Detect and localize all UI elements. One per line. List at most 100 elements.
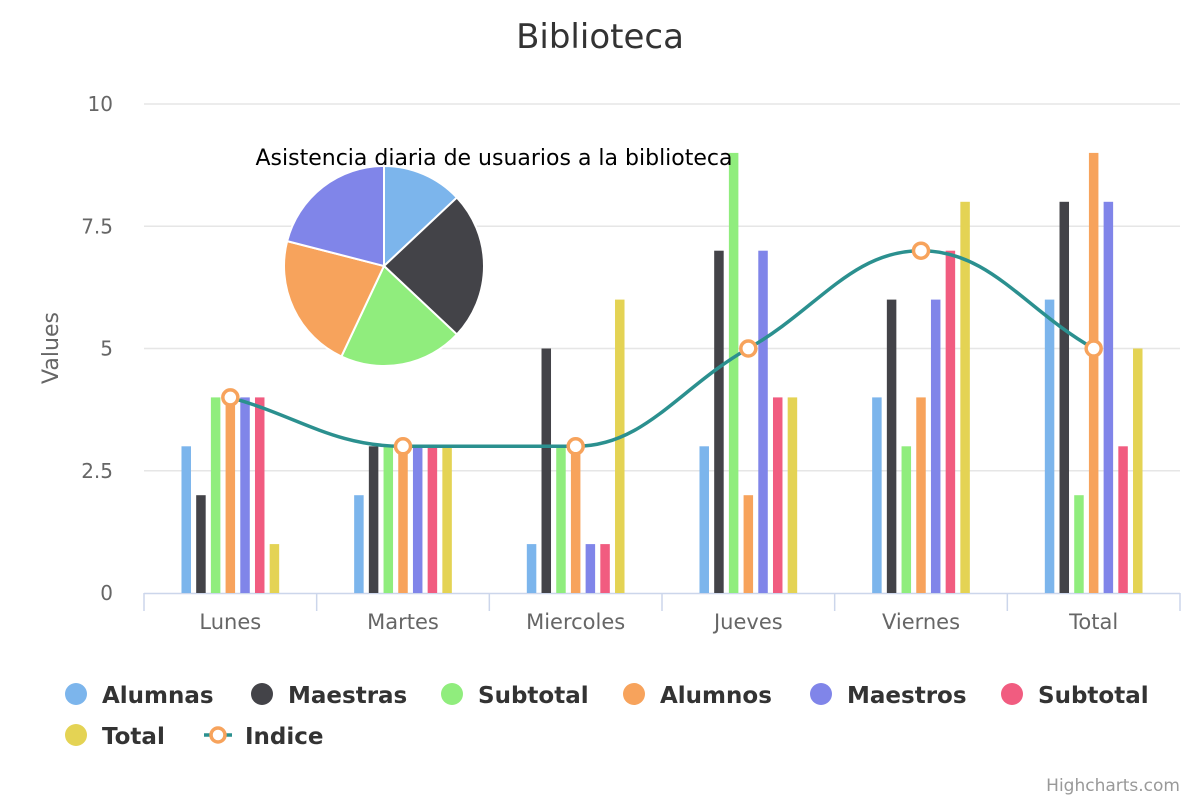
legend-label: Subtotal (478, 683, 589, 709)
x-tick-label: Lunes (199, 610, 261, 634)
bar (945, 250, 956, 593)
bar (743, 495, 754, 593)
y-tick-label: 2.5 (81, 459, 113, 483)
legend-symbol (810, 683, 832, 705)
bar (930, 299, 941, 593)
indice-point (1084, 339, 1103, 358)
bar (728, 152, 739, 593)
legend-label: Indice (245, 724, 324, 750)
x-tick-label: Jueves (712, 610, 783, 634)
bar (181, 446, 191, 593)
bar (269, 544, 280, 593)
y-tick-label: 5 (100, 337, 113, 361)
bar (600, 544, 610, 593)
legend-symbol (441, 683, 463, 705)
column-series (181, 152, 1143, 594)
pie-slice (383, 164, 459, 269)
bar (526, 544, 537, 593)
bar (585, 544, 596, 593)
legend-label: Maestros (847, 683, 967, 709)
legend-label: Alumnos (660, 683, 772, 709)
legend-symbol (65, 683, 87, 705)
legend-item[interactable]: Total (65, 724, 165, 750)
y-tick-label: 0 (100, 581, 113, 605)
legend-label: Maestras (288, 683, 407, 709)
pie-slice (382, 196, 485, 336)
bar (1088, 152, 1099, 593)
y-tick-label: 10 (88, 92, 113, 116)
bar (1059, 201, 1070, 594)
bar (210, 397, 221, 593)
pie-slice (283, 239, 386, 358)
bar (615, 299, 625, 593)
legend-label: Alumnas (102, 683, 214, 709)
bar (556, 446, 566, 593)
legend-symbol (623, 683, 645, 705)
indice-point (911, 241, 931, 260)
indice-point (566, 437, 585, 456)
legend-symbol (65, 724, 87, 746)
x-tick-label: Miercoles (526, 610, 625, 634)
pie-title: Asistencia diaria de usuarios a la bibli… (256, 146, 733, 171)
chart-title: Biblioteca (516, 17, 684, 57)
bar (787, 397, 798, 593)
pie-slice (285, 164, 385, 268)
bar (442, 446, 452, 593)
bar (240, 397, 250, 593)
legend-marker-symbol (209, 726, 227, 744)
bar (1133, 348, 1143, 593)
legend-item[interactable]: Maestros (810, 683, 967, 709)
indice-line-series (221, 241, 1103, 456)
legend-item[interactable]: Alumnos (623, 683, 772, 709)
bar (383, 446, 394, 593)
bar (541, 348, 552, 593)
y-axis: 0 2.5 5 7.5 10 (81, 92, 113, 605)
bar (354, 495, 364, 593)
legend-item[interactable]: Indice (204, 724, 324, 750)
bar (699, 446, 709, 593)
legend-label: Total (102, 724, 165, 750)
x-tick-label: Total (1068, 610, 1118, 634)
pie-slice (340, 264, 459, 367)
indice-point (739, 339, 758, 358)
bar (901, 446, 912, 593)
bar (1074, 495, 1084, 593)
bar (225, 397, 236, 593)
bar (886, 299, 897, 593)
bar (196, 495, 206, 593)
y-tick-label: 7.5 (81, 214, 113, 238)
pie-chart: Asistencia diaria de usuarios a la bibli… (256, 146, 733, 367)
legend-symbol (251, 683, 273, 705)
bar (758, 250, 768, 593)
legend-item[interactable]: Maestras (251, 683, 407, 709)
x-tick-label: Martes (367, 610, 439, 634)
bar (960, 201, 970, 594)
bar (1118, 446, 1128, 593)
indice-point (393, 437, 413, 456)
legend-item[interactable]: Subtotal (441, 683, 589, 709)
bar (398, 446, 408, 593)
y-axis-title: Values (39, 312, 64, 384)
bar (714, 250, 724, 593)
bar (916, 397, 926, 593)
x-axis: Lunes Martes Miercoles Jueves Viernes Total (143, 592, 1181, 634)
legend-item[interactable]: Subtotal (1001, 683, 1149, 709)
bar (412, 446, 423, 593)
legend-symbol (1001, 683, 1023, 705)
bar (1103, 201, 1114, 594)
indice-point (221, 388, 240, 407)
bar (1044, 299, 1055, 593)
bar (254, 397, 265, 593)
legend-item[interactable]: Alumnas (65, 683, 214, 709)
bar (772, 397, 783, 593)
credits-link[interactable]: Highcharts.com (1046, 776, 1180, 796)
bar (368, 446, 379, 593)
legend: Alumnas Maestras Subtotal Alumnos Maestros Su… (65, 683, 1149, 750)
bar (427, 446, 438, 593)
legend-label: Subtotal (1038, 683, 1149, 709)
bar (570, 446, 581, 593)
indice-line (228, 248, 1096, 449)
x-tick-label: Viernes (882, 610, 960, 634)
bar (872, 397, 882, 593)
